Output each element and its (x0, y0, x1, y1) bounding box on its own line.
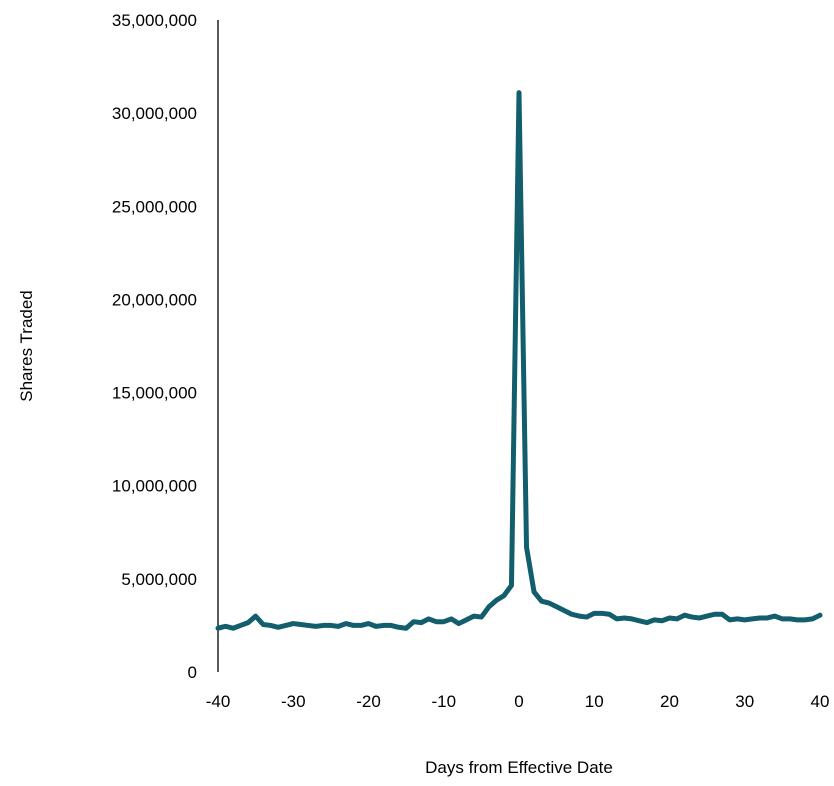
x-tick-label: -30 (281, 692, 306, 711)
y-tick-label: 30,000,000 (112, 104, 197, 123)
x-axis-title: Days from Effective Date (425, 758, 613, 777)
series-layer (215, 90, 823, 631)
y-tick-label: 35,000,000 (112, 11, 197, 30)
x-tick-label: -10 (431, 692, 456, 711)
y-tick-label: 20,000,000 (112, 290, 197, 309)
x-tick-label: 20 (660, 692, 679, 711)
y-tick-label: 5,000,000 (121, 570, 197, 589)
x-tick-label: 40 (811, 692, 830, 711)
y-tick-label: 25,000,000 (112, 197, 197, 216)
x-tick-label: 30 (735, 692, 754, 711)
x-tick-label: -20 (356, 692, 381, 711)
y-tick-label: 0 (188, 663, 197, 682)
series-line (215, 90, 823, 631)
x-tick-label: 0 (514, 692, 523, 711)
y-tick-label: 15,000,000 (112, 384, 197, 403)
y-axis-title: Shares Traded (17, 290, 36, 402)
x-tick-label: -40 (206, 692, 231, 711)
x-tick-label: 10 (585, 692, 604, 711)
y-axis-ticks: 0 5,000,000 10,000,000 15,000,000 20,000,000… (112, 11, 197, 682)
y-tick-label: 10,000,000 (112, 477, 197, 496)
x-axis-ticks: -40 -30 -20 -10 0 10 20 30 40 (206, 692, 830, 711)
